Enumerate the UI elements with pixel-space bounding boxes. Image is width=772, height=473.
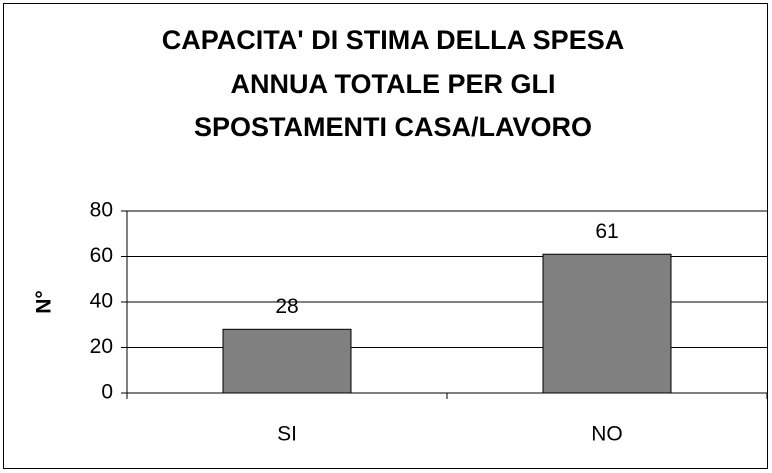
y-tick-label: 0 <box>101 381 113 404</box>
x-tick-label: NO <box>591 423 623 446</box>
y-tick-label: 20 <box>90 335 113 358</box>
chart-title: ANNUA TOTALE PER GLI <box>230 69 555 99</box>
bar <box>222 328 352 394</box>
chart-title: SPOSTAMENTI CASA/LAVORO <box>194 112 592 142</box>
bar <box>542 253 672 394</box>
y-tick-label: 40 <box>90 290 113 313</box>
data-label: 61 <box>595 220 618 243</box>
y-tick-label: 80 <box>90 199 113 222</box>
chart-title: CAPACITA' DI STIMA DELLA SPESA <box>162 25 624 55</box>
data-label: 28 <box>275 295 298 318</box>
x-tick-label: SI <box>277 423 297 446</box>
y-axis-label: N° <box>33 290 56 314</box>
y-tick-label: 60 <box>90 244 113 267</box>
